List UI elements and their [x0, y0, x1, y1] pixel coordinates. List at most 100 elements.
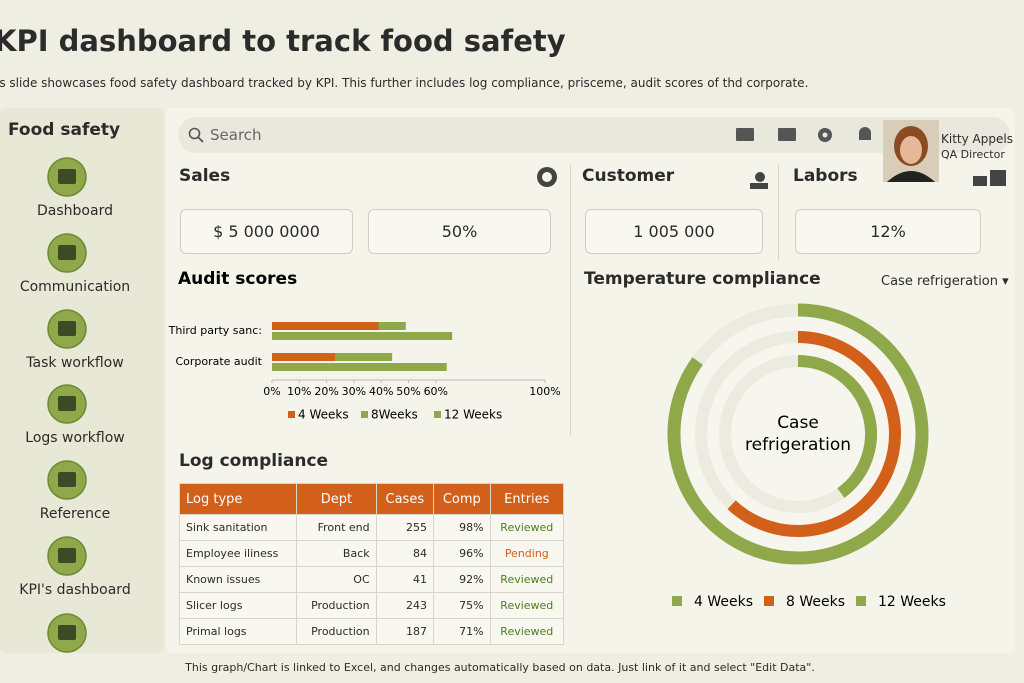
- sidebar-title: Food safety: [8, 120, 121, 140]
- search-bar[interactable]: [178, 117, 1010, 153]
- nav-label[interactable]: Dashboard: [37, 203, 113, 219]
- table-cell: Reviewed: [489, 592, 565, 619]
- sales-icon: [537, 167, 557, 187]
- legend-label: 8 Weeks: [786, 594, 845, 610]
- table-cell: Pending: [489, 540, 565, 567]
- x-tick-label: 100%: [529, 385, 560, 398]
- table-cell: 92%: [432, 566, 491, 593]
- search-placeholder[interactable]: Search: [210, 126, 262, 144]
- table-cell: 255: [375, 514, 434, 541]
- table-row: Slicer logs Production 243 75% Reviewed: [178, 592, 565, 619]
- user-role: QA Director: [941, 148, 1005, 161]
- nav-icon[interactable]: [46, 156, 88, 198]
- kpi-value: $ 5 000 0000: [180, 209, 353, 254]
- table-cell: 98%: [432, 514, 491, 541]
- column-header: Cases: [375, 483, 434, 515]
- table-cell: Employee iliness: [178, 540, 298, 567]
- nav-icon[interactable]: [46, 308, 88, 350]
- toolbar-icons[interactable]: [735, 125, 875, 145]
- chart-title: Temperature compliance: [584, 269, 821, 289]
- bar: [272, 332, 453, 340]
- user-name: Kitty Appels: [941, 132, 1013, 146]
- table-title: Log compliance: [179, 451, 329, 471]
- dropdown-label[interactable]: Case refrigeration: [881, 274, 998, 289]
- title: KPI dashboard to track food safety: [0, 24, 566, 58]
- nav-label[interactable]: Reference: [39, 506, 111, 522]
- nav-label[interactable]: KPI's dashboard: [19, 582, 131, 598]
- subtitle: is slide showcases food safety dashboard…: [0, 76, 809, 90]
- legend-label: 12 Weeks: [878, 594, 946, 610]
- icon-glyph: [58, 245, 76, 260]
- icon-glyph: [58, 321, 76, 336]
- legend-swatch: [764, 596, 774, 606]
- x-tick-label: 0%: [263, 385, 280, 398]
- table-cell: Production: [296, 618, 377, 645]
- footer-note: This graph/Chart is linked to Excel, and…: [185, 661, 815, 674]
- table-cell: Sink sanitation: [178, 514, 298, 541]
- table-cell: 71%: [432, 618, 491, 645]
- table-row: Employee iliness Back 84 96% Pending: [178, 540, 565, 567]
- x-tick-label: 60%: [424, 385, 448, 398]
- legend-swatch: [856, 596, 866, 606]
- kpi-value: 50%: [368, 209, 551, 254]
- icon-glyph: [58, 625, 76, 640]
- table-cell: Slicer logs: [178, 592, 298, 619]
- table-row: Sink sanitation Front end 255 98% Reviewed: [178, 514, 565, 541]
- legend-label: 4 Weeks: [694, 594, 753, 610]
- table-cell: 75%: [432, 592, 491, 619]
- ring-arc: [797, 355, 877, 498]
- column-header: Dept: [296, 483, 377, 515]
- table-cell: Reviewed: [489, 566, 565, 593]
- x-tick-label: 40%: [369, 385, 393, 398]
- nav-icon[interactable]: [46, 383, 88, 425]
- category-label: Third party sanc:: [168, 324, 262, 337]
- x-tick-label: 20%: [314, 385, 338, 398]
- x-tick-label: 30%: [342, 385, 366, 398]
- legend-swatch: [672, 596, 682, 606]
- avatar: [883, 120, 939, 182]
- dropdown[interactable]: Case refrigeration ▾: [881, 274, 1009, 289]
- bar: [272, 363, 447, 371]
- labors-icon: [973, 170, 1006, 186]
- kpi-label: Customer: [582, 166, 675, 186]
- table-cell: Production: [296, 592, 377, 619]
- table-cell: 41: [375, 566, 434, 593]
- column-header: Log type: [178, 483, 298, 515]
- nav-icon[interactable]: [46, 232, 88, 274]
- category-label: Corporate audit: [175, 355, 262, 368]
- search-icon: [188, 127, 204, 143]
- table-cell: Reviewed: [489, 618, 565, 645]
- nav-icon[interactable]: [46, 459, 88, 501]
- table-cell: 187: [375, 618, 434, 645]
- table-cell: 84: [375, 540, 434, 567]
- table-cell: Front end: [296, 514, 377, 541]
- table-cell: OC: [296, 566, 377, 593]
- nav-label[interactable]: Logs workflow: [25, 430, 125, 446]
- nav-label[interactable]: Task workflow: [26, 355, 124, 371]
- column-header: Entries: [489, 483, 565, 515]
- legend-label: 12 Weeks: [444, 408, 502, 422]
- nav-icon[interactable]: [46, 612, 88, 654]
- ring-arc: [667, 303, 929, 565]
- center-label: Case refrigeration: [745, 413, 851, 455]
- icon-glyph: [58, 548, 76, 563]
- legend-swatch: [434, 411, 441, 418]
- nav-label[interactable]: Communication: [19, 279, 131, 295]
- legend-swatch: [288, 411, 295, 418]
- table-row: Known issues OC 41 92% Reviewed: [178, 566, 565, 593]
- x-tick-label: 10%: [287, 385, 311, 398]
- legend-swatch: [361, 411, 368, 418]
- divider: [570, 165, 571, 435]
- table-row: Primal logs Production 187 71% Reviewed: [178, 618, 565, 645]
- table-cell: Primal logs: [178, 618, 298, 645]
- kpi-value: 1 005 000: [585, 209, 763, 254]
- log-table: Log type Dept Cases Comp Entries Sink sanitat…: [178, 483, 565, 645]
- nav-icon[interactable]: [46, 535, 88, 577]
- donut-chart: 4 Weeks 8 Weeks 12 Weeks Case refrigeration: [667, 303, 946, 610]
- table-cell: Reviewed: [489, 514, 565, 541]
- header-row: Log type Dept Cases Comp Entries: [178, 483, 565, 515]
- legend-label: 8Weeks: [371, 408, 418, 422]
- kpi-label: Labors: [793, 166, 858, 186]
- ring-arc: [727, 331, 901, 537]
